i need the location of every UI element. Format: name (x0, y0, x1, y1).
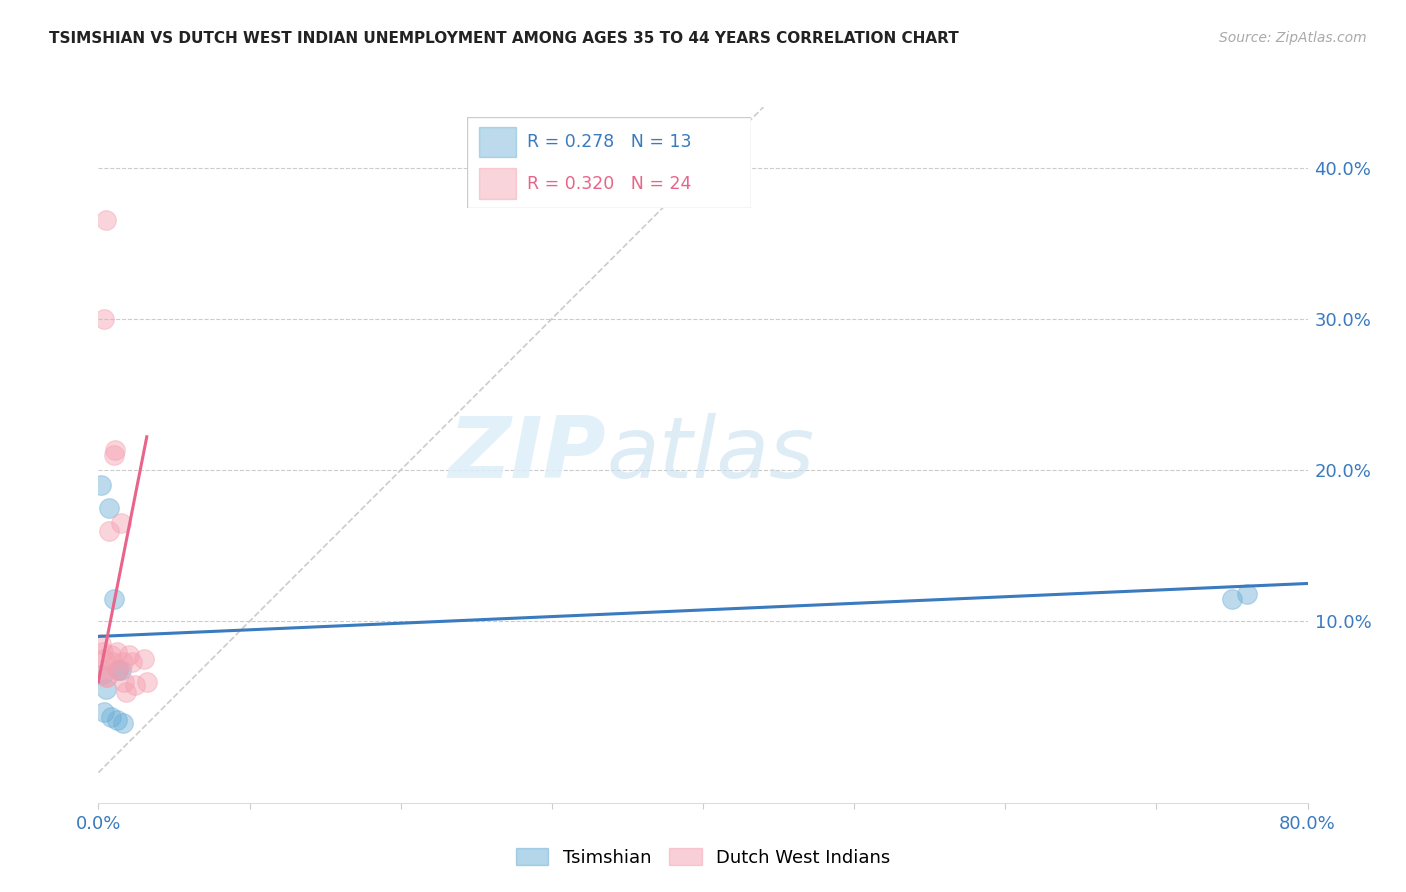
Point (94, 213, 117, 227)
Point (118, 648, 141, 662)
Point (111, 655, 134, 669)
Point (124, 678, 146, 692)
Text: TSIMSHIAN VS DUTCH WEST INDIAN UNEMPLOYMENT AMONG AGES 35 TO 44 YEARS CORRELATIO: TSIMSHIAN VS DUTCH WEST INDIAN UNEMPLOYM… (49, 31, 959, 46)
Text: Source: ZipAtlas.com: Source: ZipAtlas.com (1219, 31, 1367, 45)
Text: atlas: atlas (606, 413, 814, 497)
Legend: Tsimshian, Dutch West Indians: Tsimshian, Dutch West Indians (509, 840, 897, 874)
Point (107, 663, 129, 677)
Point (94, 682, 117, 697)
Point (103, 591, 125, 606)
Point (1236, 587, 1258, 601)
Point (98, 500, 121, 515)
Point (101, 655, 124, 669)
Point (112, 674, 135, 689)
Point (105, 713, 128, 727)
Point (132, 652, 155, 666)
Point (135, 674, 157, 689)
Point (93, 705, 115, 719)
Point (1220, 591, 1243, 606)
Point (90, 478, 112, 492)
Point (100, 709, 122, 723)
Point (90, 637, 112, 651)
Point (121, 655, 143, 669)
Point (104, 443, 127, 458)
Point (91, 644, 114, 658)
Point (111, 715, 134, 730)
Point (107, 663, 129, 677)
Point (110, 663, 132, 677)
Point (93, 663, 115, 677)
Point (98, 524, 121, 538)
Point (105, 644, 128, 658)
Point (110, 516, 132, 530)
Point (103, 448, 125, 462)
Text: ZIP: ZIP (449, 413, 606, 497)
Point (93, 652, 115, 666)
Point (93, 311, 115, 326)
Point (114, 685, 136, 699)
Point (94, 670, 117, 684)
Point (91, 667, 114, 681)
Point (96, 670, 118, 684)
Point (100, 648, 122, 662)
